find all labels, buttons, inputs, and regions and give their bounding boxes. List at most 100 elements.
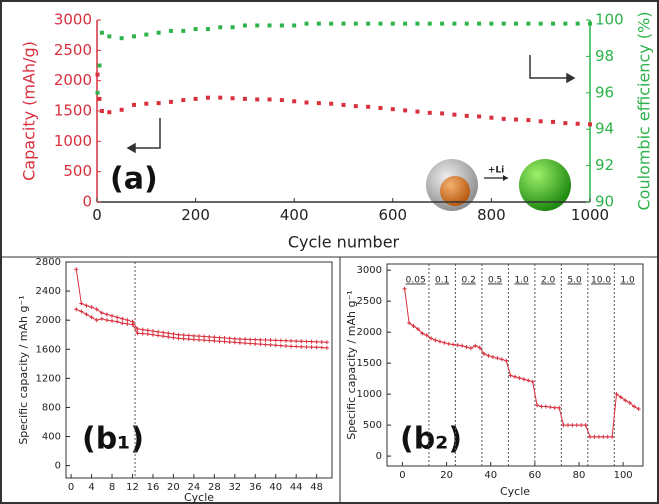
data-marker — [319, 340, 324, 344]
data-marker — [186, 337, 191, 342]
data-marker — [565, 423, 570, 428]
data-marker — [202, 334, 207, 339]
arrow-left — [130, 118, 161, 149]
data-marker — [161, 334, 166, 339]
data-point — [403, 21, 408, 26]
data-marker — [104, 318, 109, 323]
x-tick-label: 80 — [573, 470, 586, 481]
data-point — [99, 109, 104, 113]
data-point — [440, 111, 445, 116]
data-point — [304, 100, 309, 105]
x-tick-label: 32 — [228, 482, 241, 493]
data-point — [205, 27, 210, 32]
y-tick-label: 1000 — [357, 389, 382, 400]
data-point — [366, 104, 371, 109]
data-marker — [543, 404, 548, 409]
x-tick-label: 100 — [614, 470, 633, 481]
data-marker — [588, 434, 593, 439]
data-point — [131, 102, 136, 107]
data-point — [218, 95, 223, 100]
data-point — [97, 96, 102, 101]
x-axis-label: Cycle number — [288, 233, 400, 252]
x-tick-label: 800 — [477, 206, 506, 224]
data-point — [168, 99, 173, 104]
x-tick-label: 8 — [109, 482, 115, 493]
data-marker — [227, 340, 232, 344]
x-tick-label: 0 — [68, 482, 74, 493]
data-marker — [176, 332, 181, 337]
data-marker — [268, 342, 273, 347]
data-marker — [130, 322, 135, 327]
data-point — [526, 21, 531, 26]
data-marker — [135, 326, 140, 331]
y-tick-label: 800 — [42, 402, 61, 413]
data-marker — [181, 333, 186, 338]
data-marker — [120, 321, 125, 326]
data-marker — [557, 405, 562, 410]
data-point — [415, 109, 420, 114]
inset — [426, 159, 571, 211]
arrow-right — [529, 55, 570, 79]
data-point — [464, 21, 469, 26]
data-marker — [161, 330, 166, 335]
data-marker — [94, 318, 99, 323]
y-tick-label: 1600 — [36, 344, 61, 355]
data-marker — [140, 331, 145, 336]
data-marker — [618, 395, 623, 400]
data-marker — [74, 267, 79, 272]
data-point — [551, 21, 556, 26]
data-point — [279, 23, 284, 28]
y2-tick-label: 98 — [595, 47, 614, 65]
data-marker — [197, 334, 201, 339]
data-marker — [263, 338, 268, 343]
data-point — [119, 107, 124, 112]
data-point — [99, 30, 104, 35]
data-marker — [289, 338, 294, 343]
data-point — [526, 118, 531, 123]
data-point — [119, 36, 124, 41]
data-marker — [273, 338, 278, 343]
data-marker — [237, 337, 242, 342]
data-marker — [468, 346, 473, 351]
x-tick-label: 20 — [440, 470, 453, 481]
data-marker — [314, 345, 319, 350]
data-marker — [561, 423, 566, 428]
data-point — [427, 110, 432, 115]
data-marker — [289, 344, 294, 349]
data-point — [403, 108, 408, 113]
data-point — [97, 63, 102, 68]
data-marker — [614, 392, 619, 397]
y-axis-label: Specific capacity / mAh g⁻¹ — [17, 295, 30, 444]
data-marker — [263, 342, 268, 347]
data-marker — [464, 345, 469, 350]
data-marker — [125, 321, 130, 326]
data-point — [304, 21, 309, 26]
data-marker — [99, 310, 104, 315]
rate-label: 0.2 — [461, 276, 475, 286]
data-marker — [268, 338, 273, 343]
y-tick-label: 2800 — [36, 257, 61, 268]
plot-frame — [65, 261, 333, 479]
data-marker — [530, 379, 535, 384]
data-point — [329, 21, 334, 26]
data-point — [551, 119, 556, 124]
data-point — [255, 97, 260, 102]
data-point — [181, 98, 186, 103]
data-marker — [490, 354, 495, 359]
data-point — [415, 21, 420, 26]
data-point — [292, 99, 297, 104]
data-marker — [243, 337, 248, 342]
data-marker — [253, 341, 258, 346]
data-marker — [304, 339, 309, 344]
data-marker — [601, 434, 606, 439]
data-marker — [407, 320, 412, 325]
data-point — [168, 28, 173, 33]
data-marker — [202, 338, 207, 343]
x-tick-label: 0 — [399, 470, 405, 481]
y2-tick-label: 92 — [595, 156, 614, 174]
series-line — [404, 288, 639, 438]
data-marker — [227, 336, 232, 341]
data-marker — [145, 328, 150, 333]
data-marker — [217, 335, 222, 340]
